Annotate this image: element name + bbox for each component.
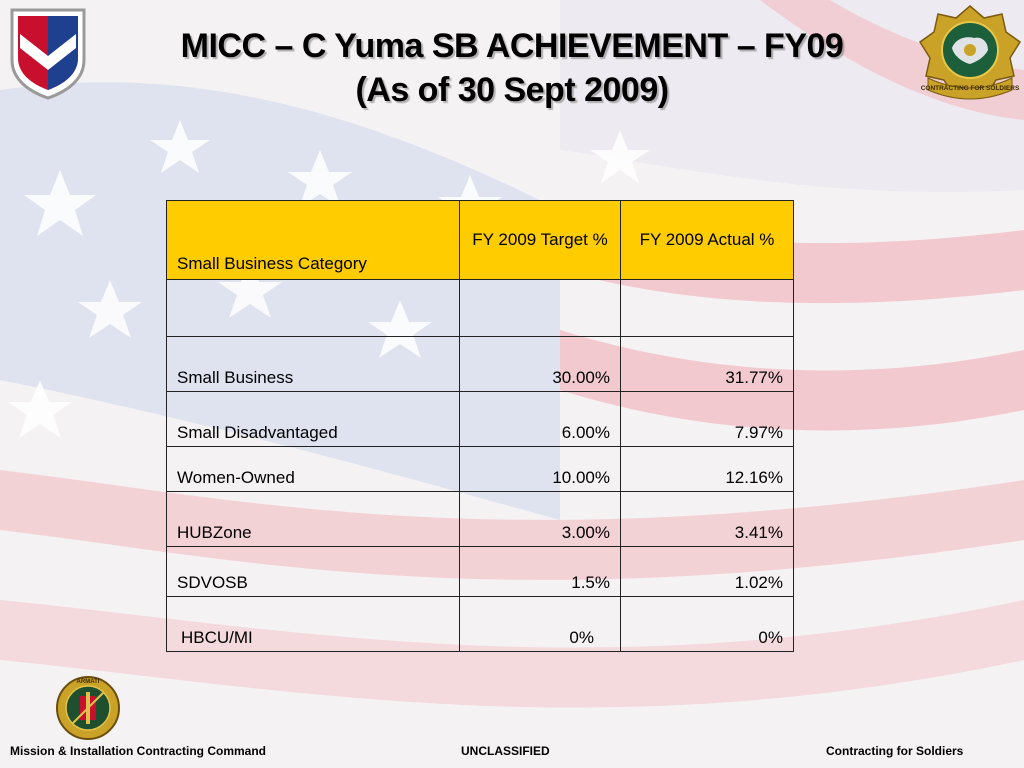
cell-actual: 1.02% [620, 546, 794, 597]
table-row: Women-Owned 10.00% 12.16% [166, 446, 794, 492]
cell-target [459, 279, 621, 337]
footer-organization: Mission & Installation Contracting Comma… [10, 744, 267, 758]
cell-category: Small Business [166, 336, 460, 392]
cell-actual: 3.41% [620, 491, 794, 547]
header-category: Small Business Category [166, 200, 460, 280]
contracting-for-soldiers-seal-icon: CONTRACTING FOR SOLDIERS [918, 5, 1022, 100]
title-line-2: (As of 30 Sept 2009) [355, 71, 669, 109]
cell-category: Small Disadvantaged [166, 391, 460, 447]
title-line-1: MICC – C Yuma SB ACHIEVEMENT – FY09 [180, 27, 844, 65]
cell-actual [620, 279, 794, 337]
cell-target: 0% [459, 596, 621, 652]
table-header-row: Small Business Category FY 2009 Target %… [166, 200, 794, 280]
cell-target: 3.00% [459, 491, 621, 547]
cell-category: HUBZone [166, 491, 460, 547]
cell-category: Women-Owned [166, 446, 460, 492]
table-row [166, 279, 794, 337]
cell-category: HBCU/MI [166, 596, 460, 652]
small-business-achievement-table: Small Business Category FY 2009 Target %… [166, 200, 794, 652]
cell-target: 1.5% [459, 546, 621, 597]
footer-motto: Contracting for Soldiers [826, 744, 964, 758]
svg-text:CONTRACTING FOR SOLDIERS: CONTRACTING FOR SOLDIERS [921, 85, 1020, 92]
cell-target: 30.00% [459, 336, 621, 392]
table-row: SDVOSB 1.5% 1.02% [166, 546, 794, 597]
cell-actual: 31.77% [620, 336, 794, 392]
table-row: Small Business 30.00% 31.77% [166, 336, 794, 392]
cell-category [166, 279, 460, 337]
army-materiel-command-emblem-icon [10, 8, 86, 100]
cell-actual: 7.97% [620, 391, 794, 447]
header-target: FY 2009 Target % [459, 200, 621, 280]
cell-target: 6.00% [459, 391, 621, 447]
armati-comparamus-crest-icon: ARMATI [56, 676, 120, 740]
cell-category: SDVOSB [166, 546, 460, 597]
table-row: Small Disadvantaged 6.00% 7.97% [166, 391, 794, 447]
header-actual: FY 2009 Actual % [620, 200, 794, 280]
table-row: HUBZone 3.00% 3.41% [166, 491, 794, 547]
table-row: HBCU/MI 0% 0% [166, 596, 794, 652]
cell-target: 10.00% [459, 446, 621, 492]
svg-text:ARMATI: ARMATI [77, 679, 100, 685]
footer-classification: UNCLASSIFIED [461, 744, 550, 758]
cell-actual: 0% [620, 596, 794, 652]
cell-actual: 12.16% [620, 446, 794, 492]
slide-title: MICC – C Yuma SB ACHIEVEMENT – FY09 (As … [100, 24, 924, 112]
